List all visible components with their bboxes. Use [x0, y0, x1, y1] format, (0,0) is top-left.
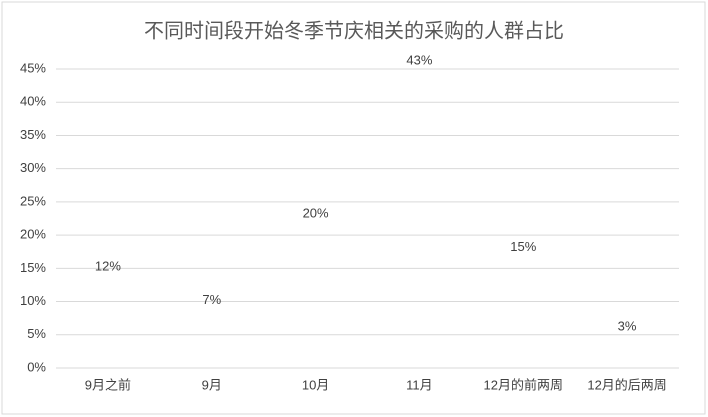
- data-label: 43%: [406, 53, 432, 68]
- x-tick-label: 10月: [302, 377, 329, 392]
- y-tick-label: 35%: [20, 127, 46, 142]
- x-tick-label: 9月之前: [85, 377, 131, 392]
- y-tick-label: 5%: [27, 326, 46, 341]
- data-label: 7%: [202, 292, 221, 307]
- y-tick-label: 30%: [20, 160, 46, 175]
- y-tick-label: 15%: [20, 260, 46, 275]
- data-label: 20%: [303, 206, 329, 221]
- data-label: 12%: [95, 259, 121, 274]
- data-label: 15%: [510, 239, 536, 254]
- y-tick-label: 20%: [20, 227, 46, 242]
- y-tick-label: 0%: [27, 359, 46, 374]
- x-tick-label: 12月的后两周: [587, 377, 666, 392]
- x-tick-label: 12月的前两周: [484, 377, 563, 392]
- y-tick-label: 40%: [20, 94, 46, 109]
- y-tick-label: 25%: [20, 193, 46, 208]
- y-tick-label: 10%: [20, 293, 46, 308]
- chart-title: 不同时间段开始冬季节庆相关的采购的人群占比: [144, 19, 564, 42]
- x-tick-label: 11月: [406, 377, 433, 392]
- data-label: 3%: [618, 319, 637, 334]
- y-tick-label: 45%: [20, 60, 46, 75]
- x-tick-label: 9月: [202, 377, 222, 392]
